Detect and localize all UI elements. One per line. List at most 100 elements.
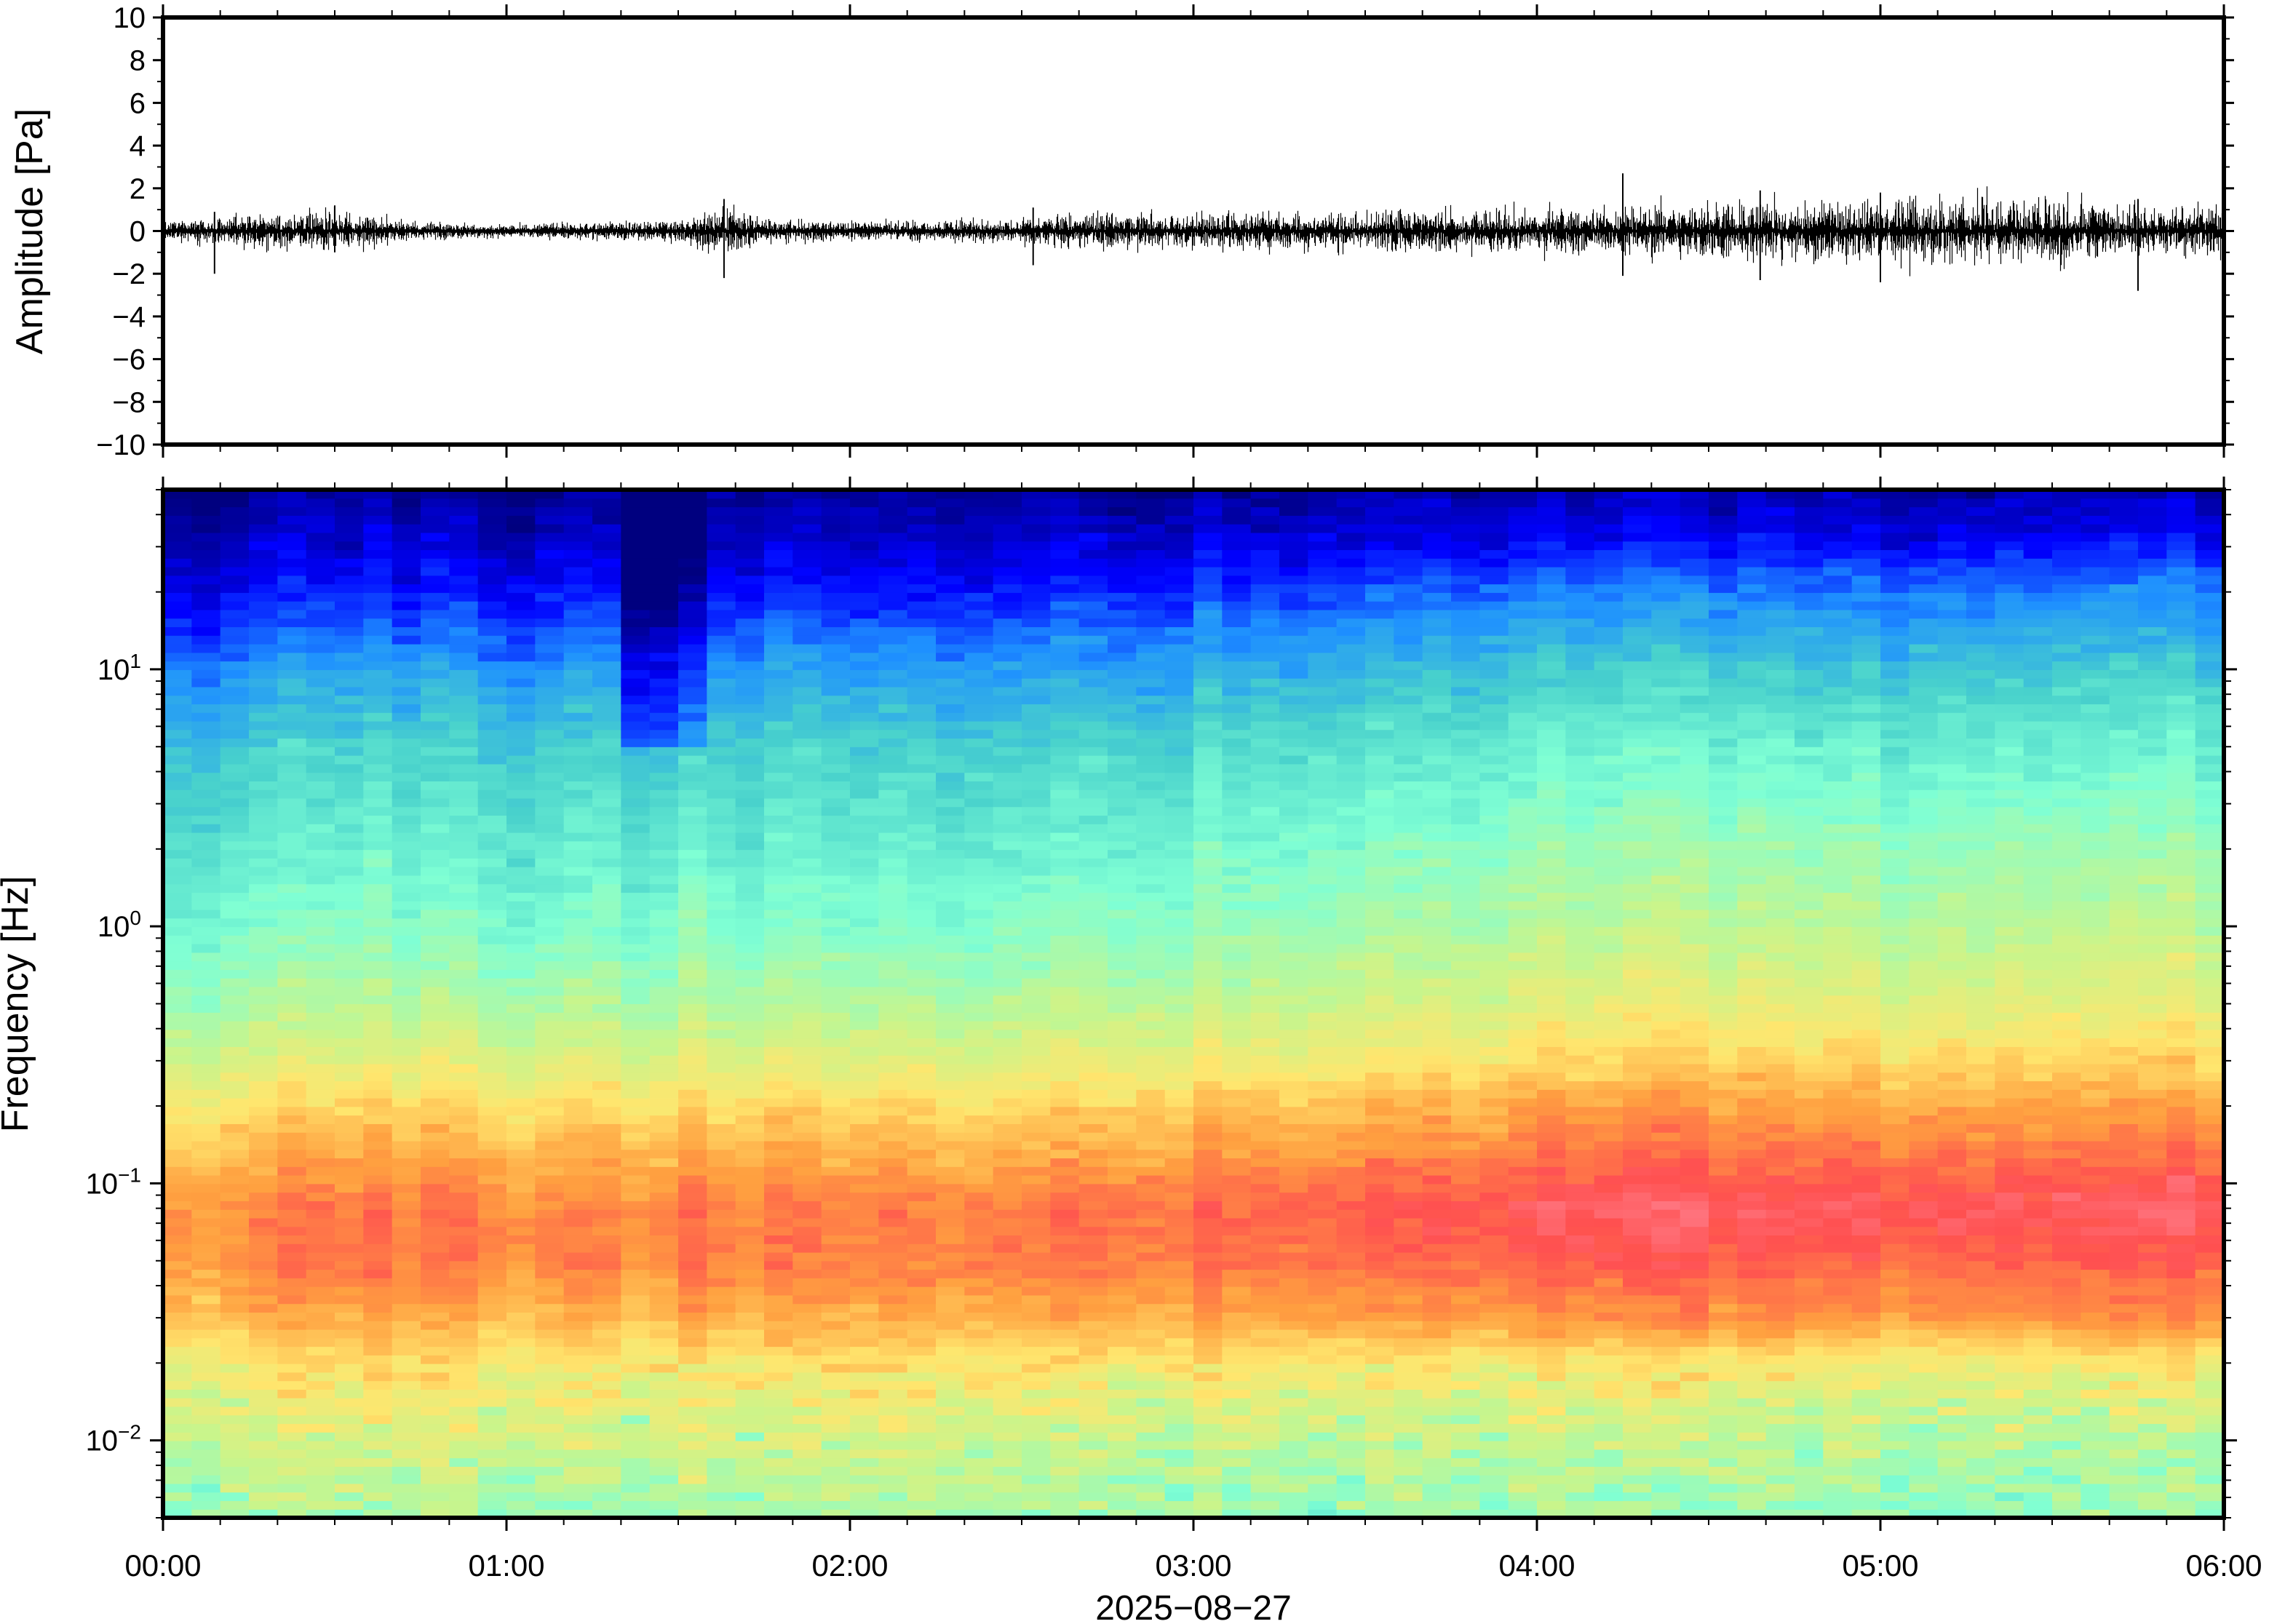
spectrogram-cell bbox=[1108, 952, 1137, 962]
spectrogram-cell bbox=[477, 806, 507, 816]
spectrogram-cell bbox=[477, 643, 507, 653]
spectrogram-cell bbox=[993, 541, 1022, 551]
spectrogram-cell bbox=[1193, 858, 1223, 867]
spectrogram-cell bbox=[477, 738, 507, 747]
spectrogram-cell bbox=[821, 1509, 851, 1518]
spectrogram-cell bbox=[220, 755, 250, 765]
spectrogram-cell bbox=[1250, 867, 1280, 876]
spectrogram-cell bbox=[392, 652, 421, 662]
spectrogram-cell bbox=[1108, 1038, 1137, 1047]
spectrogram-cell bbox=[764, 618, 793, 627]
spectrogram-cell bbox=[1279, 601, 1308, 610]
spectrogram-cell bbox=[993, 1209, 1022, 1219]
spectrogram-cell bbox=[506, 686, 536, 696]
spectrogram-cell bbox=[191, 669, 221, 679]
spectrogram-cell bbox=[964, 1483, 994, 1493]
spectrogram-cell bbox=[1022, 772, 1051, 781]
spectrogram-cell bbox=[993, 1449, 1022, 1459]
spectrogram-cell bbox=[678, 1483, 707, 1493]
spectrogram-cell bbox=[535, 1226, 565, 1236]
spectrogram-cell bbox=[821, 618, 851, 627]
spectrogram-cell bbox=[735, 661, 765, 670]
spectrogram-cell bbox=[1279, 695, 1308, 704]
spectrogram-cell bbox=[1078, 1466, 1108, 1476]
spectrogram-cell bbox=[621, 1286, 651, 1296]
spectrogram-cell bbox=[621, 1260, 651, 1270]
spectrogram-cell bbox=[249, 549, 278, 559]
spectrogram-cell bbox=[1108, 506, 1137, 516]
spectrogram-cell bbox=[363, 506, 393, 516]
spectrogram-cell bbox=[936, 1414, 965, 1425]
spectrogram-cell bbox=[964, 1475, 994, 1484]
spectrogram-cell bbox=[1193, 1175, 1223, 1185]
spectrogram-cell bbox=[306, 1457, 335, 1467]
spectrogram-cell bbox=[735, 1080, 765, 1090]
spectrogram-cell bbox=[592, 978, 621, 987]
spectrogram-cell bbox=[1136, 892, 1166, 901]
waveform-frame bbox=[161, 15, 2226, 447]
spectrogram-cell bbox=[735, 558, 765, 568]
spectrogram-cell bbox=[249, 1260, 278, 1270]
spectrogram-cell bbox=[306, 1449, 335, 1459]
spectrogram-cell bbox=[477, 566, 507, 576]
spectrogram-cell bbox=[936, 524, 965, 533]
spectrogram-cell bbox=[821, 626, 851, 636]
spectrogram-cell bbox=[936, 592, 965, 602]
spectrogram-cell bbox=[392, 1398, 421, 1407]
spectrogram-cell bbox=[821, 1457, 851, 1467]
spectrogram-cell bbox=[477, 1046, 507, 1056]
spectrogram-cell bbox=[1108, 1466, 1137, 1476]
spectrogram-cell bbox=[821, 1029, 851, 1039]
spectrogram-cell bbox=[191, 849, 221, 859]
spectrogram-cell bbox=[993, 1389, 1022, 1398]
spectrogram-cell bbox=[764, 1080, 793, 1090]
spectrogram-cell bbox=[163, 944, 192, 953]
spectrogram-cell bbox=[592, 1372, 621, 1382]
spectrogram-cell bbox=[707, 1441, 736, 1450]
spectrogram-cell bbox=[592, 1406, 621, 1416]
spectrogram-cell bbox=[191, 626, 221, 636]
spectrogram-cell bbox=[1222, 1046, 1252, 1056]
spectrogram-cell bbox=[335, 1226, 364, 1236]
spectrogram-cell bbox=[335, 867, 364, 876]
spectrogram-cell bbox=[592, 1158, 621, 1167]
spectrogram-cell bbox=[878, 524, 908, 533]
spectrogram-cell bbox=[449, 1329, 479, 1339]
spectrogram-cell bbox=[678, 720, 707, 731]
spectrogram-cell bbox=[335, 1158, 364, 1167]
spectrogram-cell bbox=[535, 901, 565, 910]
spectrogram-cell bbox=[363, 944, 393, 953]
spectrogram-cell bbox=[1164, 712, 1194, 722]
spectrogram-cell bbox=[707, 686, 736, 696]
spectrogram-cell bbox=[1078, 515, 1108, 525]
spectrogram-cell bbox=[735, 1286, 765, 1296]
spectrogram-cell bbox=[392, 626, 421, 636]
spectrogram-cell bbox=[821, 1312, 851, 1321]
spectrogram-cell bbox=[477, 1235, 507, 1244]
spectrogram-cell bbox=[1164, 806, 1194, 816]
spectrogram-cell bbox=[821, 1012, 851, 1022]
spectrogram-cell bbox=[1078, 1260, 1108, 1270]
spectrogram-cell bbox=[506, 1475, 536, 1484]
spectrogram-cell bbox=[1193, 532, 1223, 542]
spectrogram-cell bbox=[477, 1329, 507, 1339]
spectrogram-cell bbox=[392, 1364, 421, 1373]
spectrogram-cell bbox=[1078, 1475, 1108, 1484]
spectrogram-cell bbox=[678, 935, 707, 944]
spectrogram-cell bbox=[678, 1398, 707, 1407]
spectrogram-cell bbox=[163, 695, 192, 704]
spectrogram-cell bbox=[1222, 944, 1252, 953]
spectrogram-cell bbox=[936, 498, 965, 508]
spectrogram-cell bbox=[277, 986, 307, 996]
spectrogram-cell bbox=[907, 1080, 937, 1090]
spectrogram-cell bbox=[878, 695, 908, 704]
spectrogram-cell bbox=[649, 1286, 679, 1296]
spectrogram-cell bbox=[1078, 1166, 1108, 1176]
spectrogram-cell bbox=[878, 1243, 908, 1253]
spectrogram-cell bbox=[1250, 643, 1280, 653]
spectrogram-cell bbox=[1108, 1243, 1137, 1253]
spectrogram-cell bbox=[649, 1364, 679, 1373]
spectrogram-cell bbox=[277, 738, 307, 747]
spectrogram-cell bbox=[449, 549, 479, 559]
spectrogram-cell bbox=[335, 755, 364, 765]
